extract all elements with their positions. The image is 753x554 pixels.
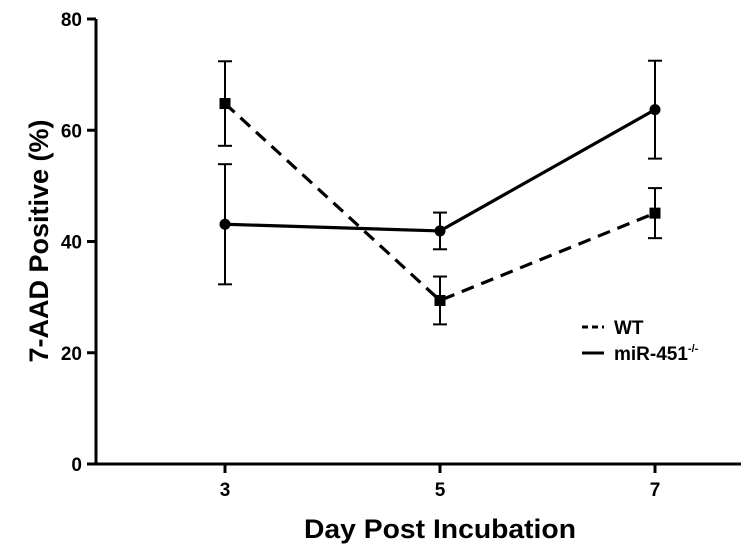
- legend: WT miR-451-/-: [582, 318, 699, 365]
- y-tick-label: 80: [61, 10, 82, 31]
- data-point: [649, 207, 661, 219]
- series-1: [218, 59, 662, 286]
- legend-label: miR-451-/-: [614, 343, 699, 365]
- y-tick-label: 0: [71, 455, 82, 476]
- axes: 0 20 40 60 80 3 5 7: [61, 10, 741, 501]
- y-axis-title: 7-AAD Positive (%): [24, 119, 54, 362]
- chart-marks: [218, 59, 662, 326]
- y-tick-label: 60: [61, 121, 82, 142]
- x-axis-title: Day Post Incubation: [304, 514, 576, 544]
- data-point: [219, 98, 231, 110]
- data-point: [649, 104, 661, 116]
- legend-label-superscript: -/-: [688, 343, 699, 355]
- series-0: [218, 60, 662, 326]
- data-point: [434, 225, 446, 237]
- legend-label: WT: [614, 318, 644, 339]
- data-point: [219, 218, 231, 230]
- y-tick-label: 40: [61, 233, 82, 254]
- y-tick-label: 20: [61, 344, 82, 365]
- x-tick-label: 7: [650, 480, 661, 501]
- data-point: [434, 294, 446, 306]
- x-tick-label: 5: [435, 480, 446, 501]
- x-tick-label: 3: [220, 480, 231, 501]
- series-line: [223, 102, 656, 303]
